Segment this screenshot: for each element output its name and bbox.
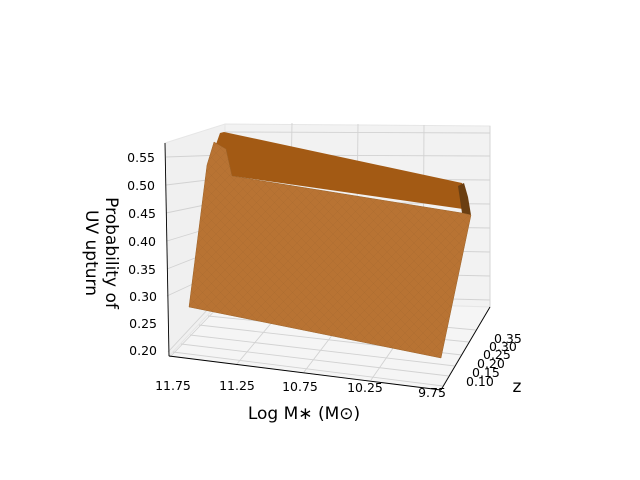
z-tick-label: 0.30 — [129, 289, 157, 304]
z-axis-label: Probability of UV upturn — [81, 197, 121, 310]
x-tick-label: 10.75 — [282, 379, 318, 394]
surface-mesh-overlay — [189, 142, 471, 358]
y-axis-line — [440, 306, 491, 391]
y-tick-label: 0.10 — [466, 374, 494, 389]
surface-top-ridge — [214, 132, 470, 210]
z-axis-label-line-2: UV upturn — [81, 210, 101, 296]
z-tick-label: 0.40 — [128, 234, 156, 249]
x-axis-label: Log M∗ (M⊙) — [248, 404, 360, 424]
x-ticks: 11.75 11.25 10.75 10.25 9.75 — [155, 378, 446, 400]
y-tick-label: 0.35 — [494, 331, 522, 346]
x-tick-label: 11.75 — [155, 378, 191, 393]
z-tick-label: 0.20 — [129, 343, 157, 358]
x-axis-line — [168, 355, 442, 391]
y-tick-label: 0.30 — [489, 339, 517, 354]
z-ticks: 0.20 0.25 0.30 0.35 0.40 0.45 0.50 0.55 — [127, 150, 157, 358]
z-tick-label: 0.45 — [128, 206, 156, 221]
z-tick-label: 0.35 — [128, 262, 156, 277]
x-tick-label: 10.25 — [347, 380, 383, 395]
y-ticks: 0.10 0.15 0.20 0.25 0.30 0.35 — [466, 331, 522, 389]
z-tick-label: 0.25 — [129, 316, 157, 331]
z-axis-line — [164, 142, 170, 357]
z-axis-label-line-1: Probability of — [101, 197, 121, 310]
surface — [188, 132, 472, 359]
y-axis-label: z — [513, 377, 522, 397]
axis-lines — [164, 142, 491, 391]
y-tick-label: 0.20 — [477, 356, 505, 371]
surface-dark-edge — [458, 183, 471, 215]
z-tick-label: 0.50 — [127, 178, 155, 193]
x-tick-label: 9.75 — [418, 385, 446, 400]
y-tick-label: 0.15 — [472, 365, 500, 380]
z-tick-label: 0.55 — [127, 150, 155, 165]
x-tick-label: 11.25 — [219, 378, 255, 393]
y-tick-label: 0.25 — [483, 347, 511, 362]
